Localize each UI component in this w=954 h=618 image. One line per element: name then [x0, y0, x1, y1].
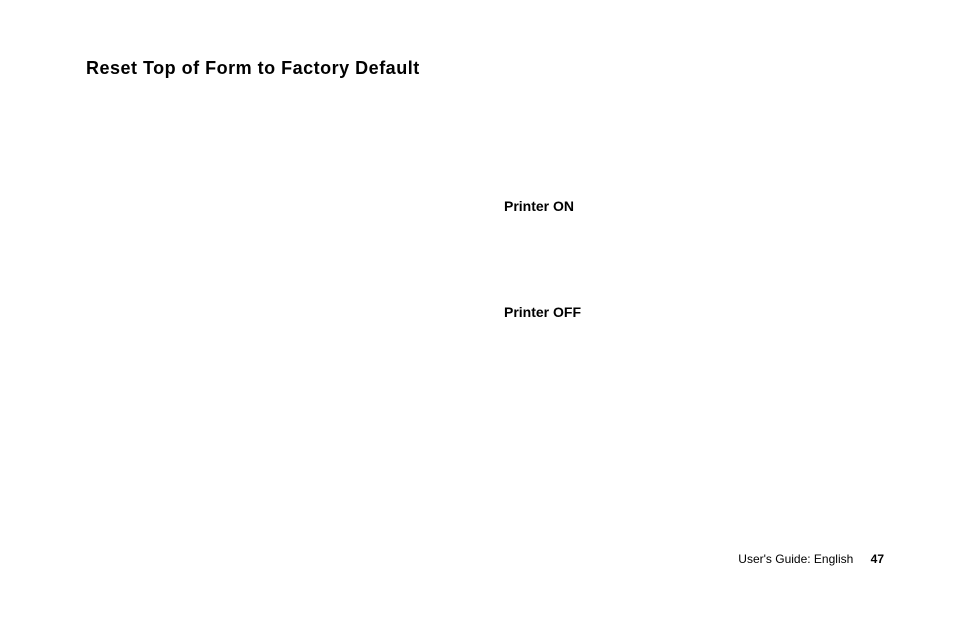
- page-footer: User's Guide: English 47: [738, 552, 884, 566]
- footer-guide-text: User's Guide: English: [738, 552, 853, 566]
- footer-page-number: 47: [871, 552, 884, 566]
- page-heading: Reset Top of Form to Factory Default: [86, 58, 420, 79]
- printer-off-label: Printer OFF: [504, 304, 581, 320]
- manual-page: Reset Top of Form to Factory Default Pri…: [0, 0, 954, 618]
- printer-on-label: Printer ON: [504, 198, 574, 214]
